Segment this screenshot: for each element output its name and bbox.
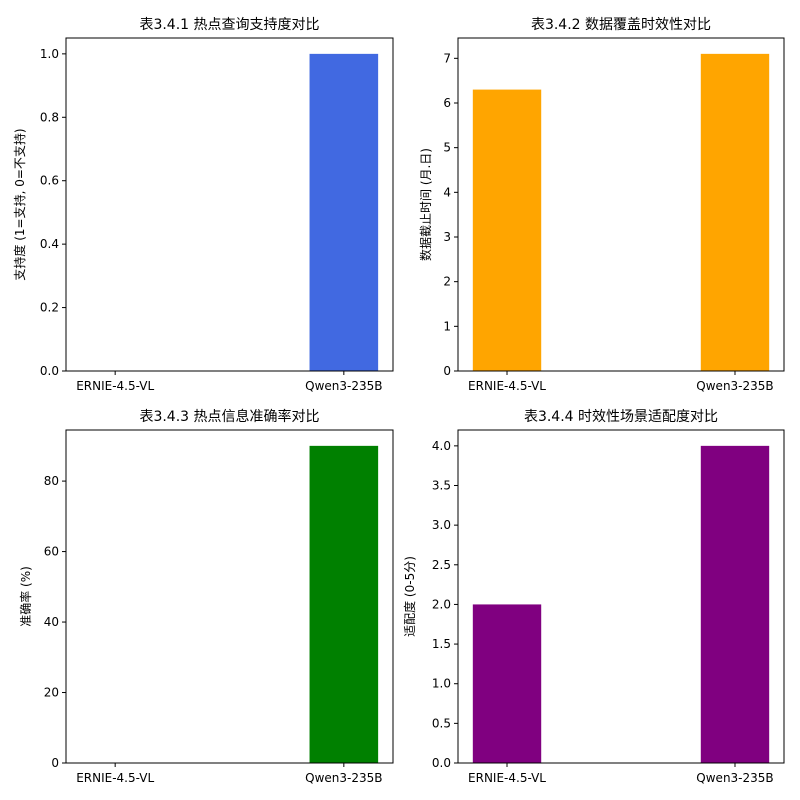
panel-1-ytick-label-3: 0.4 — [40, 237, 59, 251]
panel-3-yticks: 0 20 40 60 80 — [44, 474, 66, 770]
panel-2-xticks: ERNIE-4.5-VL Qwen3-235B — [468, 371, 774, 393]
panel-2-bar-2 — [700, 53, 770, 371]
panel-3-ytick-label-1: 0 — [51, 756, 59, 770]
panel-1-bar-2 — [309, 53, 379, 371]
panel-4-ytick-label-4: 1.5 — [432, 637, 451, 651]
panel-4-ylabel: 适配度 (0-5分) — [402, 556, 417, 637]
panel-4-title: 表3.4.4 时效性场景适配度对比 — [524, 409, 718, 425]
panel-3-title: 表3.4.3 热点信息准确率对比 — [139, 408, 319, 425]
panel-4-ytick-label-7: 3.0 — [432, 518, 451, 532]
panel-2-yticks: 0 1 2 3 4 5 6 7 — [443, 51, 458, 378]
panel-4-xtick-label-1: ERNIE-4.5-VL — [468, 771, 546, 785]
panel-1-xticks: ERNIE-4.5-VL Qwen3-235B — [76, 371, 383, 393]
panel-3-xticks: ERNIE-4.5-VL Qwen3-235B — [76, 763, 383, 785]
panel-4-ytick-label-3: 1.0 — [432, 677, 451, 691]
panel-3-bars — [309, 445, 379, 763]
panel-2-ytick-label-6: 5 — [443, 141, 451, 155]
panel-4-ytick-label-5: 2.0 — [432, 597, 451, 611]
panel-1-ytick-label-4: 0.6 — [40, 174, 59, 188]
panel-3-ytick-label-5: 80 — [44, 474, 59, 488]
panel-1-xtick-label-2: Qwen3-235B — [305, 379, 382, 393]
panel-4-ytick-label-2: 0.5 — [432, 716, 451, 730]
panel-4-xtick-label-2: Qwen3-235B — [696, 771, 773, 785]
panel-2-ytick-label-4: 3 — [443, 230, 451, 244]
panel-4-ytick-label-9: 4.0 — [432, 439, 451, 453]
panel-2-xtick-label-2: Qwen3-235B — [696, 379, 773, 393]
panel-3-ylabel: 准确率 (%) — [18, 566, 33, 627]
panel-2-axes-frame — [457, 37, 785, 372]
panel-3-xtick-label-1: ERNIE-4.5-VL — [76, 771, 154, 785]
panel-1-yticks: 0.0 0.2 0.4 0.6 0.8 1.0 — [40, 47, 66, 378]
panel-4-bars — [472, 445, 770, 763]
panel-2-ytick-label-3: 2 — [443, 275, 451, 289]
panel-4-bar-2 — [700, 445, 770, 763]
panel-2-ylabel: 数据截止时间 (月.日) — [418, 148, 433, 261]
panel-2-bar-1 — [472, 89, 542, 371]
panel-4: 表3.4.4 时效性场景适配度对比 0.0 0.5 1.0 1.5 2.0 2.5 3.0 3… — [402, 409, 785, 785]
panel-2-ytick-label-2: 1 — [443, 319, 451, 333]
panel-1-axes-frame — [65, 37, 394, 372]
panel-1-ylabel: 支持度 (1=支持, 0=不支持) — [12, 128, 27, 280]
panel-4-ytick-label-1: 0.0 — [432, 756, 451, 770]
panel-1-ytick-label-6: 1.0 — [40, 47, 59, 61]
panel-3: 表3.4.3 热点信息准确率对比 0 20 40 60 80 ERNIE-4.5-VL Q… — [18, 408, 394, 785]
panel-2-xtick-label-1: ERNIE-4.5-VL — [468, 379, 546, 393]
panel-2: 表3.4.2 数据覆盖时效性对比 0 1 2 3 4 5 6 7 ERNIE-4.5-VL Qw… — [418, 17, 785, 393]
panel-4-axes-frame — [457, 429, 785, 764]
panel-2-ytick-label-5: 4 — [443, 185, 451, 199]
panel-4-ytick-label-8: 3.5 — [432, 479, 451, 493]
panel-3-ytick-label-4: 60 — [44, 545, 59, 559]
panel-1-ytick-label-2: 0.2 — [40, 301, 59, 315]
panel-2-title: 表3.4.2 数据覆盖时效性对比 — [531, 17, 711, 33]
panel-3-ytick-label-2: 20 — [44, 686, 59, 700]
panel-3-xtick-label-2: Qwen3-235B — [305, 771, 382, 785]
panel-1: 表3.4.1 热点查询支持度对比 0.0 0.2 0.4 0.6 0.8 1.0 ERNI… — [12, 17, 394, 393]
panel-1-ytick-label-5: 0.8 — [40, 110, 59, 124]
panel-4-bar-1 — [472, 604, 542, 763]
panel-2-bars — [472, 53, 770, 371]
panel-2-ytick-label-7: 6 — [443, 96, 451, 110]
panel-4-yticks: 0.0 0.5 1.0 1.5 2.0 2.5 3.0 3.5 4.0 — [432, 439, 458, 770]
panel-4-ytick-label-6: 2.5 — [432, 558, 451, 572]
panel-1-title: 表3.4.1 热点查询支持度对比 — [139, 17, 319, 33]
panel-3-bar-2 — [309, 445, 379, 763]
panel-2-ytick-label-1: 0 — [443, 364, 451, 378]
panel-1-bars — [309, 53, 379, 371]
panel-1-xtick-label-1: ERNIE-4.5-VL — [76, 379, 154, 393]
panel-2-ytick-label-8: 7 — [443, 51, 451, 65]
panel-3-axes-frame — [65, 429, 394, 764]
panel-3-ytick-label-3: 40 — [44, 615, 59, 629]
panel-4-xticks: ERNIE-4.5-VL Qwen3-235B — [468, 763, 774, 785]
panel-1-ytick-label-1: 0.0 — [40, 364, 59, 378]
